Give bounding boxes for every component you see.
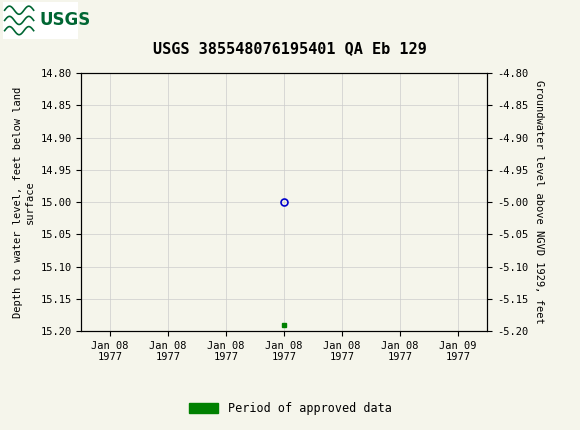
FancyBboxPatch shape	[3, 2, 78, 39]
Text: USGS: USGS	[39, 12, 90, 29]
Y-axis label: Groundwater level above NGVD 1929, feet: Groundwater level above NGVD 1929, feet	[534, 80, 543, 324]
Text: USGS 385548076195401 QA Eb 129: USGS 385548076195401 QA Eb 129	[153, 41, 427, 56]
Legend: Period of approved data: Period of approved data	[184, 397, 396, 420]
Y-axis label: Depth to water level, feet below land
surface: Depth to water level, feet below land su…	[13, 86, 35, 318]
